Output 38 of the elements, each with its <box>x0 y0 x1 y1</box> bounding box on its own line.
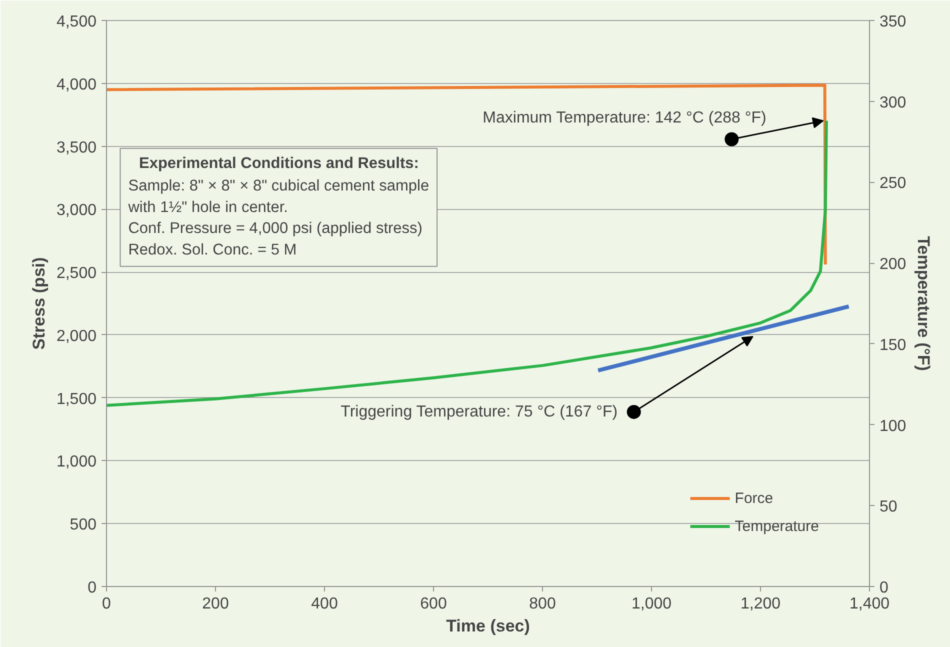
y-tick-label: 0 <box>88 580 97 596</box>
y-tick-label: 3,500 <box>56 139 97 156</box>
y2-tick-label: 350 <box>880 14 906 30</box>
y-tick-label: 4,000 <box>56 76 97 94</box>
x-tick-label: 1,200 <box>740 596 781 612</box>
annotation: Redox. Sol. Conc. = 5 M <box>128 241 297 258</box>
annotation: Sample: 8" × 8" × 8" cubical cement sample <box>128 178 430 195</box>
y-tick-label: 2,000 <box>56 328 97 345</box>
annotation: Triggering Temperature: 75 °C (167 °F) <box>340 403 618 420</box>
x-tick-label: 600 <box>420 596 447 612</box>
x-tick-label: 1,000 <box>631 596 672 612</box>
y-tick-label: 1,000 <box>56 454 97 471</box>
legend-label: Temperature <box>734 518 819 534</box>
y2-tick-label: 300 <box>880 94 906 112</box>
y2-tick-label: 200 <box>880 256 906 274</box>
annotation: Maximum Temperature: 142 °C (288 °F) <box>482 110 766 127</box>
y-tick-label: 1,500 <box>56 390 97 408</box>
y2-tick-label: 50 <box>880 498 898 516</box>
y-tick-label: 500 <box>70 516 97 534</box>
x-tick-label: 200 <box>202 596 229 612</box>
legend-label: Force <box>734 490 774 506</box>
annotation: Experimental Conditions and Results: <box>138 155 419 172</box>
y2-tick-label: 150 <box>880 336 906 354</box>
annotation: with 1½" hole in center. <box>127 198 288 216</box>
y2-tick-label: 100 <box>880 418 906 435</box>
annotation: Conf. Pressure = 4,000 psi (applied stress) <box>128 220 422 238</box>
y2-tick-label: 250 <box>880 175 906 192</box>
y-tick-label: 2,500 <box>56 265 97 282</box>
x-tick-label: 0 <box>102 596 112 612</box>
y-axis-title: Stress (psi) <box>29 257 48 350</box>
x-axis-title: Time (sec) <box>446 616 530 636</box>
y-tick-label: 3,000 <box>56 202 97 220</box>
x-tick-label: 1,400 <box>849 596 890 612</box>
x-tick-label: 400 <box>311 596 338 612</box>
x-tick-label: 800 <box>529 596 556 612</box>
y-tick-label: 4,500 <box>56 14 97 30</box>
y2-tick-label: 0 <box>880 580 888 596</box>
y2-axis-title: Temperature (°F) <box>914 236 934 371</box>
